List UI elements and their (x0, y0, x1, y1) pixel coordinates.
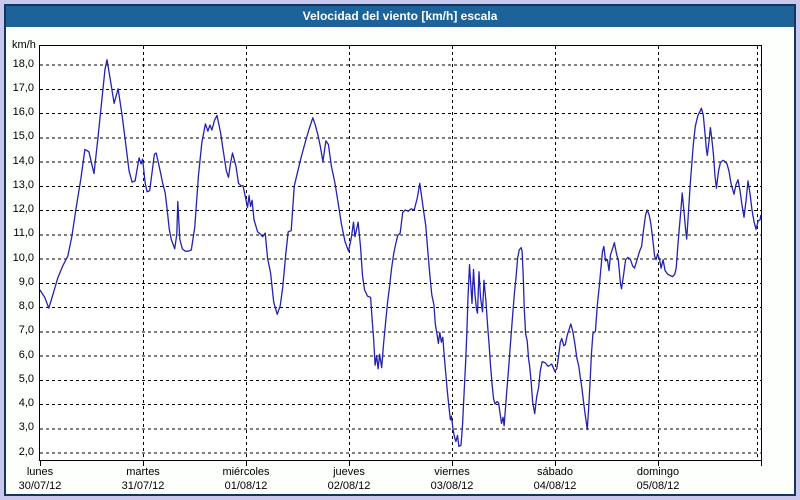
wind-speed-plot (39, 45, 762, 461)
chart-panel: km/h 18,0 17,0 16,0 15,0 14,0 13,0 12,0 11,0 10,… (6, 27, 790, 492)
y-tick-label: 18,0 (12, 57, 34, 70)
x-axis-tick (349, 461, 350, 466)
y-tick-label: 12,0 (12, 203, 34, 215)
x-day-label: viernes (434, 466, 470, 478)
x-axis-tick (143, 461, 144, 466)
y-tick-label: 14,0 (12, 154, 34, 167)
x-date-label: 05/08/12 (636, 480, 680, 492)
x-axis-tick (658, 461, 659, 466)
x-day-label: martes (126, 466, 160, 478)
x-date-label: 31/07/12 (121, 480, 165, 492)
x-day-label: domingo (636, 466, 680, 478)
y-tick-label: 2,0 (18, 445, 34, 458)
x-date-label: 30/07/12 (18, 480, 62, 492)
y-tick-label: 11,0 (13, 227, 34, 240)
chart-title: Velocidad del viento [km/h] escala (302, 9, 498, 23)
x-date-label: 01/08/12 (224, 480, 268, 492)
y-tick-label: 10,0 (12, 251, 34, 264)
y-tick-label: 13,0 (12, 178, 34, 191)
y-tick-label: 7,0 (18, 324, 34, 337)
y-tick-label: 6,0 (18, 348, 34, 361)
title-bar: Velocidad del viento [km/h] escala (6, 6, 794, 27)
y-tick-label: 5,0 (18, 372, 34, 385)
x-date-label: 04/08/12 (533, 480, 577, 492)
x-day-label: miércoles (222, 466, 270, 478)
y-tick-label: 16,0 (12, 106, 34, 118)
x-date-label: 03/08/12 (430, 480, 474, 492)
x-day-label: sábado (536, 466, 574, 478)
x-day-label: lunes (26, 466, 54, 478)
x-axis-tick (761, 461, 762, 466)
y-tick-label: 17,0 (12, 81, 34, 94)
wind-speed-line (40, 59, 761, 448)
x-day-label: jueves (333, 466, 365, 478)
y-tick-label: 4,0 (18, 397, 34, 409)
x-axis-tick (246, 461, 247, 466)
y-tick-label: 8,0 (18, 300, 34, 312)
x-axis-tick (555, 461, 556, 466)
y-tick-label: 3,0 (18, 421, 34, 434)
x-axis-tick (40, 461, 41, 466)
app-window: Velocidad del viento [km/h] escala km/h … (4, 4, 796, 496)
y-tick-label: 15,0 (12, 130, 34, 143)
x-axis-tick (452, 461, 453, 466)
y-axis-unit-label: km/h (12, 39, 36, 51)
y-tick-label: 9,0 (18, 275, 34, 288)
x-date-label: 02/08/12 (327, 480, 371, 492)
